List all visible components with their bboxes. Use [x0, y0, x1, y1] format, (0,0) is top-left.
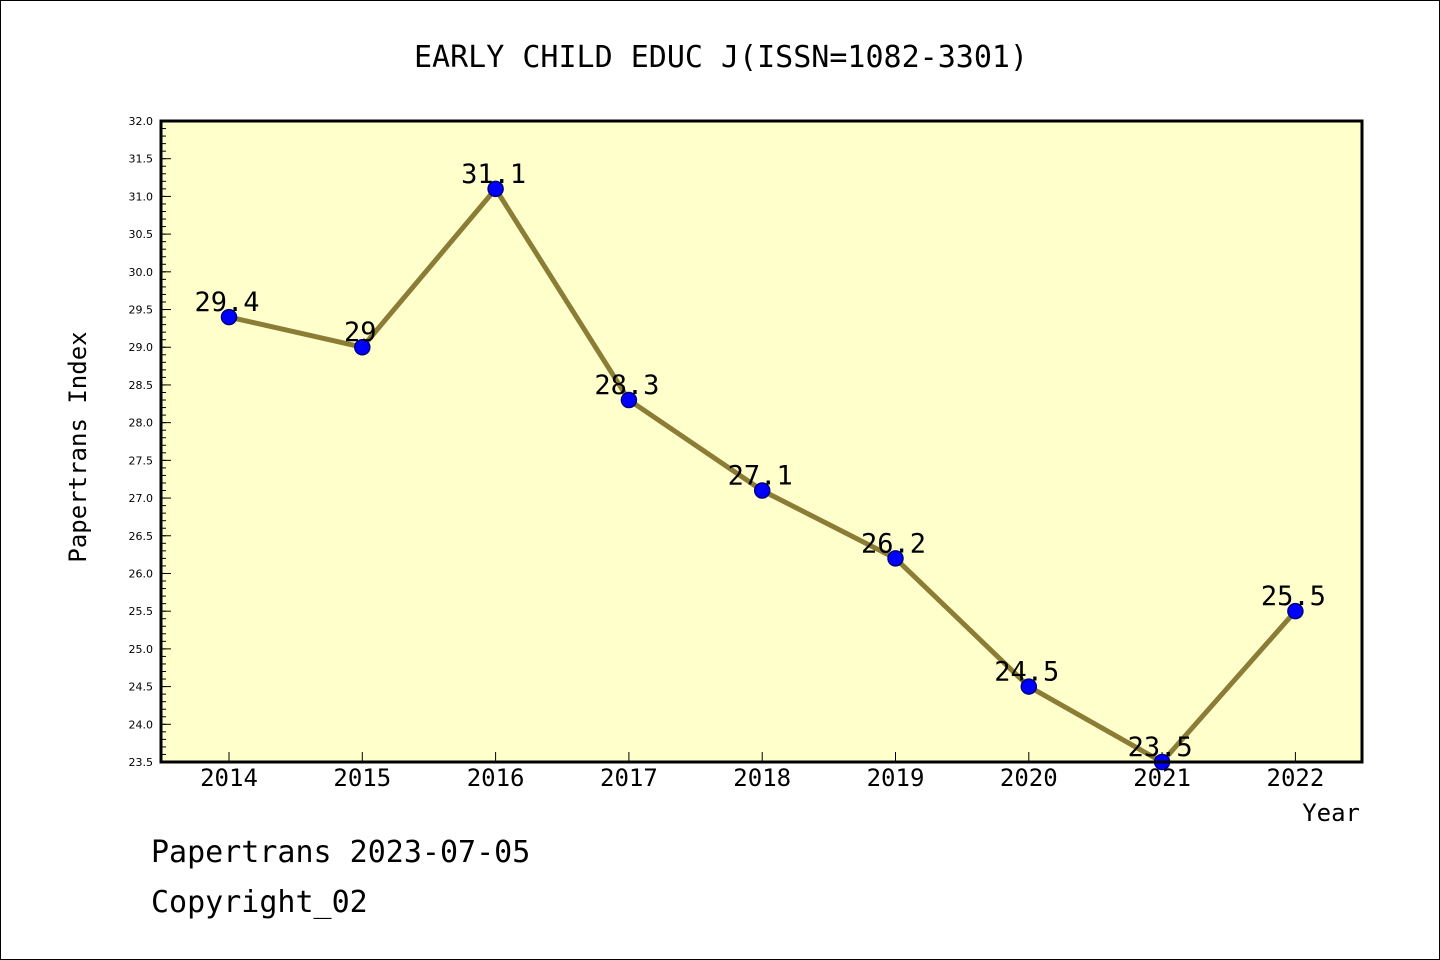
data-points — [220, 180, 1304, 771]
x-tick-label: 2019 — [867, 764, 925, 792]
x-tick-label: 2014 — [200, 764, 258, 792]
data-label: 31.1 — [461, 159, 526, 190]
y-tick-label: 29.5 — [129, 304, 154, 317]
y-tick-label: 26.5 — [129, 530, 154, 543]
y-tick-label: 29.0 — [129, 341, 154, 354]
data-label: 26.2 — [861, 528, 926, 559]
data-labels: 29.4 29 31.1 28.3 27.1 26.2 24.5 23.5 25.5 — [194, 159, 1325, 763]
footer-date-text: Papertrans 2023-07-05 — [151, 835, 531, 870]
x-axis-ticks: 2014 2015 2016 2017 2018 2019 2020 2021 2022 — [200, 752, 1324, 792]
chart-title: EARLY CHILD EDUC J(ISSN=1082-3301) — [414, 40, 1028, 75]
y-axis-ticks: 23.5 24.0 24.5 25.0 25.5 26.0 26.5 27.0 27.5 28.0… — [129, 115, 171, 769]
data-point — [354, 338, 371, 356]
x-tick-label: 2018 — [733, 764, 791, 792]
data-point — [487, 180, 504, 198]
data-label: 25.5 — [1261, 581, 1326, 612]
y-tick-label: 25.5 — [129, 605, 154, 618]
x-tick-label: 2020 — [1000, 764, 1058, 792]
y-tick-label: 25.0 — [129, 643, 154, 656]
footer-copyright-text: Copyright_02 — [151, 885, 368, 920]
data-point — [620, 391, 638, 409]
data-point — [753, 482, 771, 499]
plot-frame — [159, 119, 1364, 764]
data-label: 29.4 — [194, 287, 259, 318]
data-point — [1287, 602, 1304, 620]
y-axis-label: Papertrans Index — [64, 331, 92, 562]
y-tick-label: 31.5 — [129, 153, 154, 166]
y-tick-label: 27.0 — [129, 492, 154, 505]
data-point — [887, 550, 904, 567]
y-tick-label: 27.5 — [129, 454, 154, 467]
y-tick-label: 31.0 — [129, 190, 154, 203]
y-tick-label: 30.5 — [129, 228, 154, 241]
y-tick-label: 28.5 — [129, 379, 154, 392]
plot-area — [161, 121, 1362, 762]
y-tick-label: 23.5 — [129, 756, 154, 769]
data-point — [220, 308, 238, 326]
data-label: 24.5 — [994, 657, 1059, 688]
y-tick-label: 26.0 — [129, 567, 154, 580]
y-tick-label: 24.5 — [129, 681, 154, 694]
y-tick-label: 30.0 — [129, 266, 154, 279]
x-tick-label: 2015 — [333, 764, 391, 792]
data-label: 29 — [344, 317, 377, 348]
data-point — [1020, 678, 1038, 695]
x-axis-label: Year — [1302, 799, 1360, 827]
y-tick-label: 32.0 — [129, 115, 154, 128]
y-tick-label: 24.0 — [129, 718, 154, 731]
y-tick-label: 28.0 — [129, 417, 154, 430]
data-label: 23.5 — [1128, 732, 1193, 763]
x-tick-label: 2016 — [467, 764, 525, 792]
data-label: 27.1 — [728, 461, 793, 492]
x-tick-label: 2022 — [1267, 764, 1325, 792]
data-label: 28.3 — [594, 370, 659, 401]
x-tick-label: 2017 — [600, 764, 658, 792]
